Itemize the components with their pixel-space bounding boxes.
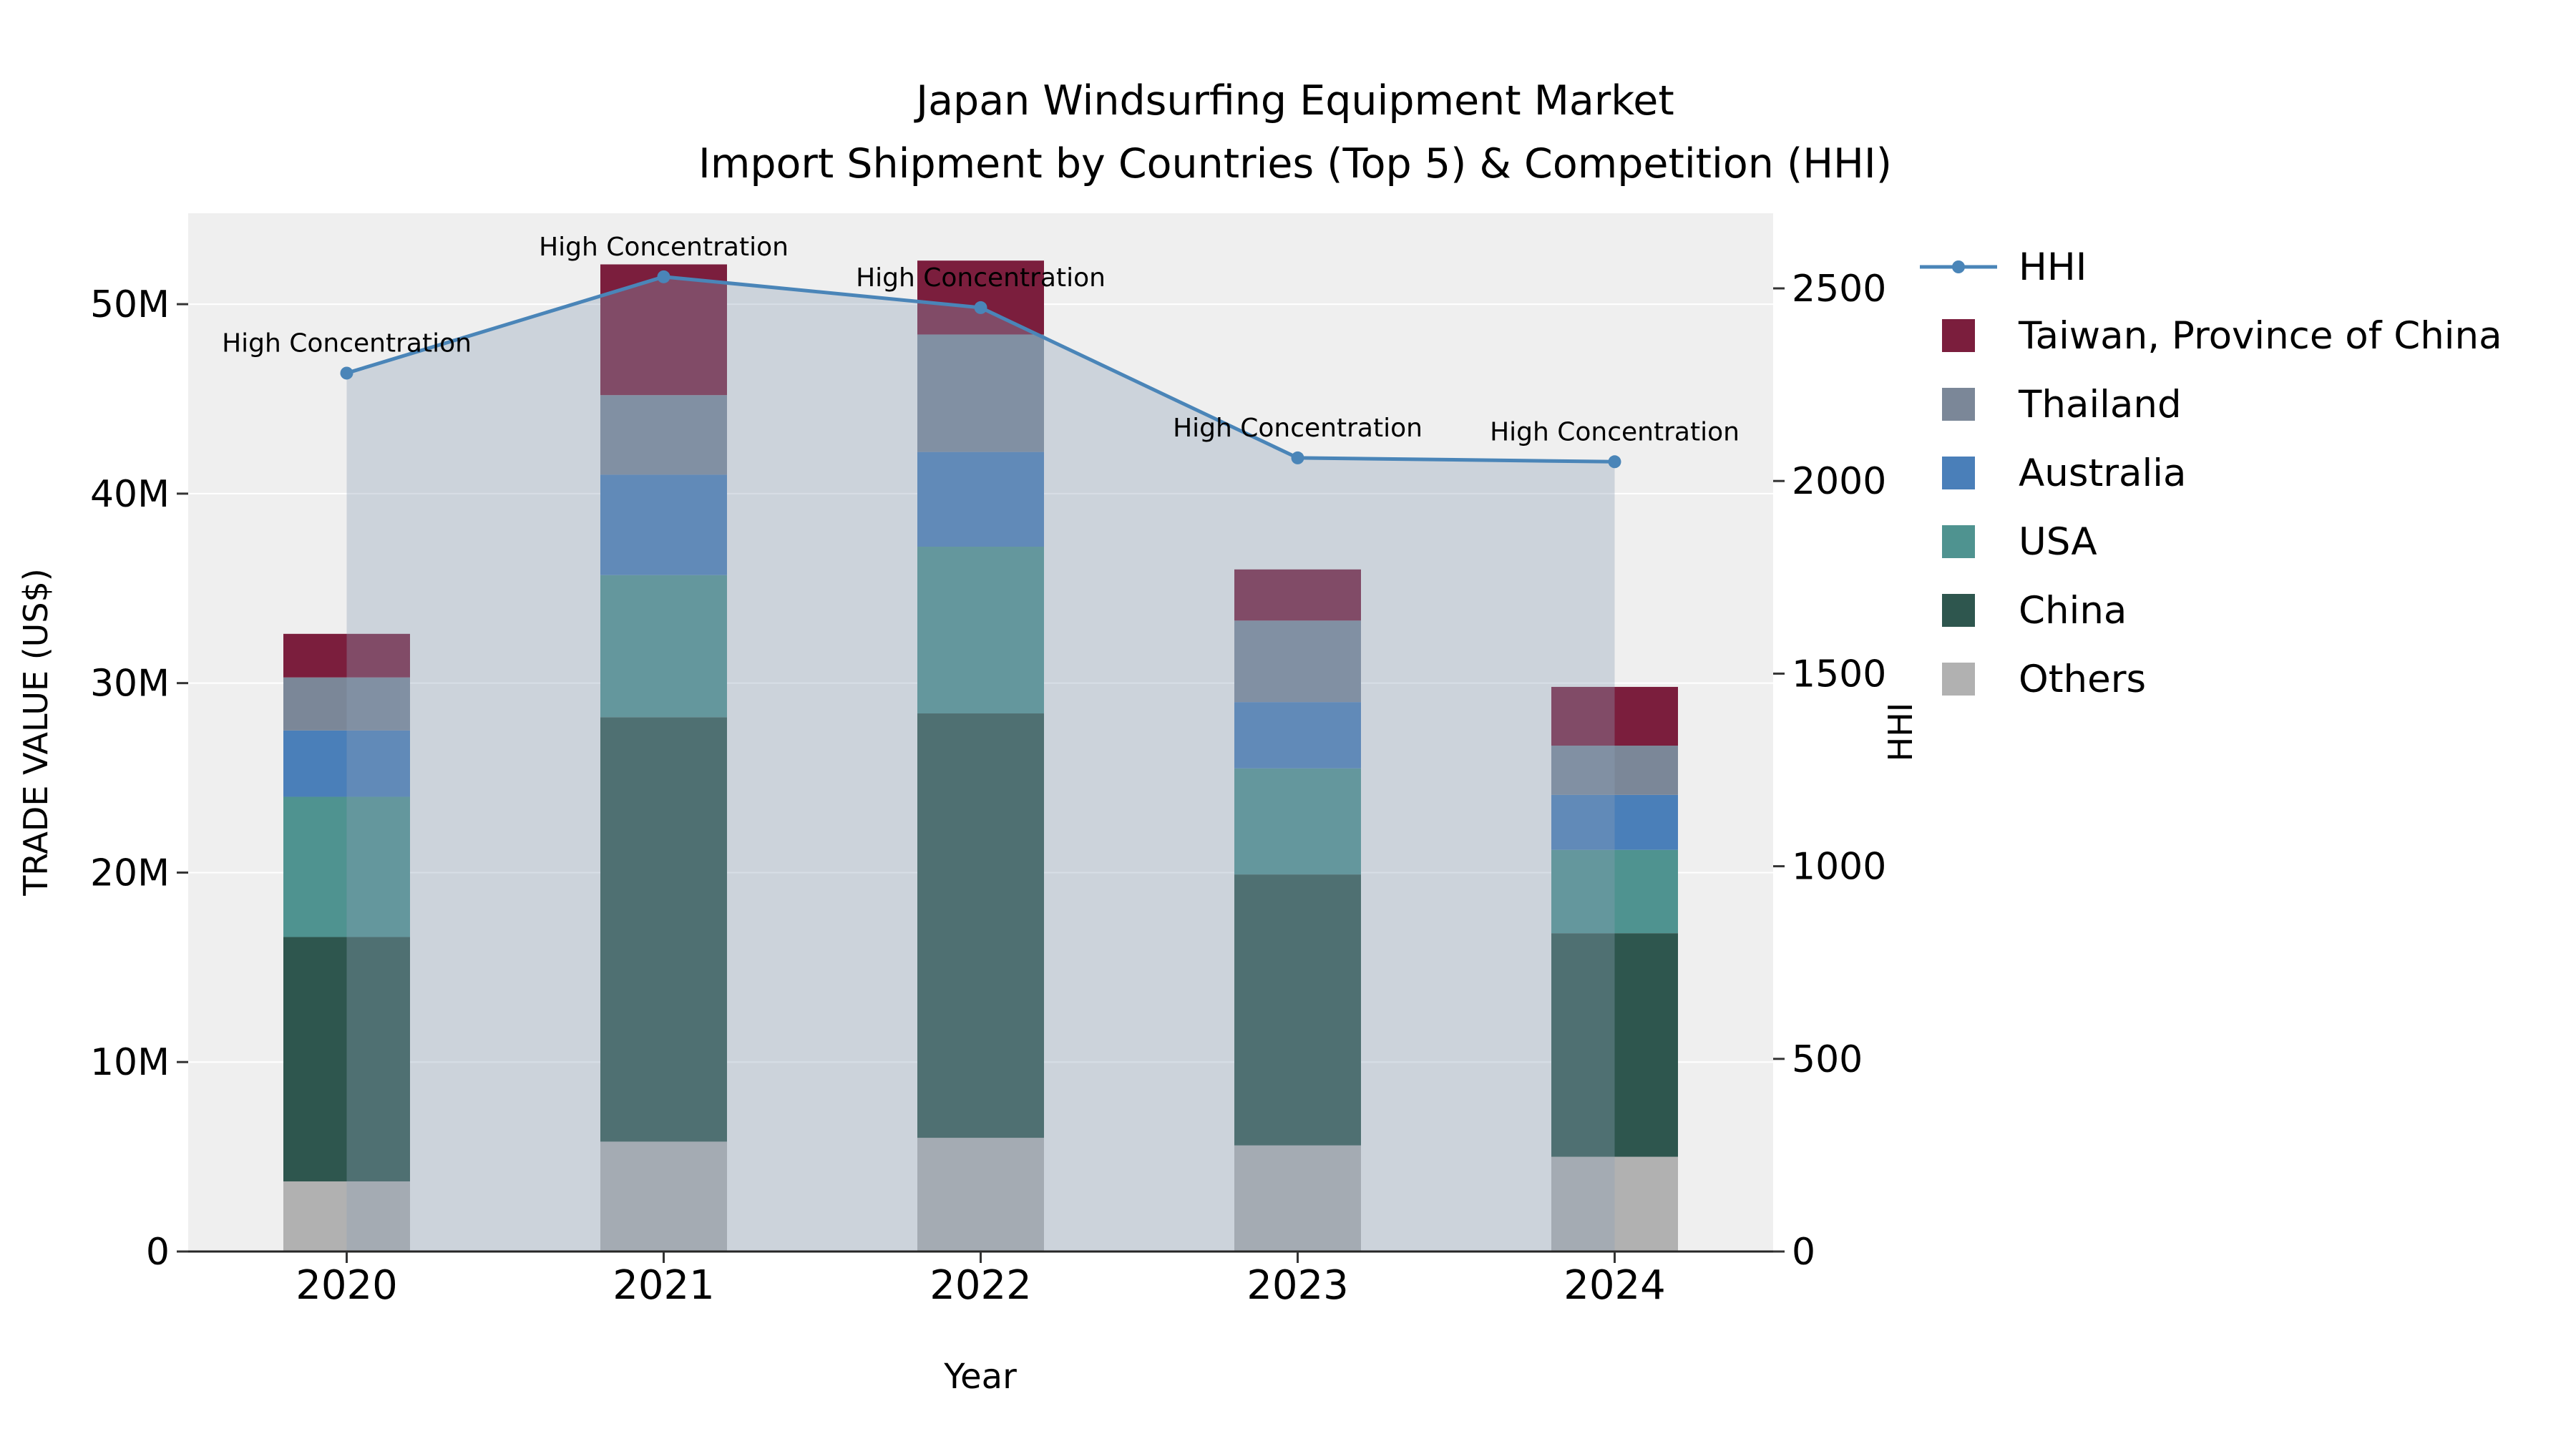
hhi-marker-2023: [1291, 451, 1304, 464]
hhi-marker-2024: [1608, 455, 1621, 469]
bar-segment-australia-2020: [283, 730, 410, 797]
bar-segment-usa-2022: [917, 547, 1044, 714]
x-tick-label-2020: 2020: [296, 1262, 398, 1309]
legend-item-australia: Australia: [1917, 439, 2502, 507]
legend-item-usa: USA: [1917, 507, 2502, 576]
x-axis-label: Year: [943, 1357, 1017, 1397]
legend-line-swatch: [1917, 258, 2000, 276]
hhi-marker-2022: [974, 301, 987, 314]
bar-segment-taiwan-province-of-china-2020: [283, 633, 410, 678]
y-left-axis-label: TRADE VALUE (US$): [16, 568, 55, 896]
y-left-tick-label: 0: [146, 1231, 170, 1274]
bar-segment-taiwan-province-of-china-2024: [1551, 686, 1678, 746]
chart-title-line1: Japan Windsurfing Equipment Market: [914, 77, 1674, 125]
legend-color-swatch: [1917, 594, 2000, 627]
y-left-tick-label: 20M: [90, 852, 170, 894]
legend-color-swatch: [1917, 457, 2000, 489]
bar-segment-china-2023: [1234, 874, 1361, 1146]
legend-item-hhi: HHI: [1917, 233, 2502, 301]
x-tick-label-2022: 2022: [930, 1262, 1032, 1309]
y-right-tick-label: 2000: [1792, 460, 1886, 503]
legend-label-thailand: Thailand: [2019, 382, 2182, 426]
bar-segment-taiwan-province-of-china-2022: [917, 260, 1044, 335]
annotation-2020: High Concentration: [222, 328, 472, 358]
bar-segment-china-2021: [600, 717, 727, 1142]
bar-segment-usa-2024: [1551, 849, 1678, 934]
y-right-axis-label: HHI: [1881, 703, 1920, 762]
y-right-tick-label: 2500: [1792, 268, 1886, 311]
legend-color-swatch-others: [1942, 663, 1975, 696]
annotation-2024: High Concentration: [1490, 417, 1740, 447]
bar-segment-thailand-2021: [600, 395, 727, 475]
bar-segment-usa-2020: [283, 796, 410, 937]
bar-segment-others-2023: [1234, 1145, 1361, 1252]
legend-color-swatch: [1917, 525, 2000, 558]
y-left-tick-label: 30M: [90, 663, 170, 706]
hhi-marker-2021: [657, 270, 670, 283]
legend-color-swatch-usa: [1942, 525, 1975, 558]
bar-segment-others-2024: [1551, 1156, 1678, 1252]
legend-label-taiwan-province-of-china: Taiwan, Province of China: [2019, 313, 2502, 358]
bar-segment-australia-2021: [600, 474, 727, 575]
legend-color-swatch: [1917, 663, 2000, 696]
y-left-tick-label: 10M: [90, 1041, 170, 1084]
legend-color-swatch: [1917, 388, 2000, 421]
bar-segment-thailand-2020: [283, 677, 410, 731]
bar-segment-thailand-2022: [917, 334, 1044, 452]
bar-segment-taiwan-province-of-china-2023: [1234, 569, 1361, 621]
bar-segment-thailand-2024: [1551, 746, 1678, 795]
chart-title-line2: Import Shipment by Countries (Top 5) & C…: [698, 140, 1892, 187]
annotation-2023: High Concentration: [1173, 414, 1423, 443]
bar-segment-others-2022: [917, 1138, 1044, 1252]
y-right-tick-label: 1500: [1792, 653, 1886, 696]
y-left-tick-label: 40M: [90, 473, 170, 516]
legend-item-taiwan-province-of-china: Taiwan, Province of China: [1917, 301, 2502, 370]
bar-segment-usa-2023: [1234, 768, 1361, 875]
y-left-tick-label: 50M: [90, 283, 170, 326]
legend-label-australia: Australia: [2019, 451, 2187, 495]
legend-color-swatch: [1917, 319, 2000, 352]
bar-segment-australia-2022: [917, 452, 1044, 547]
hhi-marker-2020: [340, 366, 353, 380]
bar-segment-others-2020: [283, 1181, 410, 1252]
y-right-tick-label: 500: [1792, 1038, 1863, 1081]
hhi-area-fill: [346, 276, 1615, 1252]
bar-segment-china-2024: [1551, 933, 1678, 1157]
legend-item-others: Others: [1917, 645, 2502, 713]
annotation-2022: High Concentration: [856, 263, 1106, 293]
annotation-2021: High Concentration: [539, 233, 789, 262]
x-tick-label-2024: 2024: [1563, 1262, 1666, 1309]
legend-item-china: China: [1917, 576, 2502, 645]
bar-segment-usa-2021: [600, 575, 727, 718]
bar-segment-australia-2024: [1551, 794, 1678, 850]
bar-segment-australia-2023: [1234, 702, 1361, 769]
bar-segment-china-2022: [917, 713, 1044, 1138]
plot-layer: High Concentration High Concentration High…: [90, 213, 1886, 1309]
bar-segment-thailand-2023: [1234, 620, 1361, 703]
y-right-tick-label: 1000: [1792, 846, 1886, 889]
legend: HHI Taiwan, Province of China Thailand Aust…: [1917, 233, 2502, 713]
legend-label-hhi: HHI: [2019, 245, 2087, 289]
legend-color-swatch-australia: [1942, 457, 1975, 489]
bar-segment-china-2020: [283, 937, 410, 1182]
legend-label-china: China: [2019, 588, 2127, 633]
legend-label-others: Others: [2019, 657, 2147, 701]
legend-color-swatch-china: [1942, 594, 1975, 627]
x-tick-label-2023: 2023: [1246, 1262, 1349, 1309]
legend-color-swatch-thailand: [1942, 388, 1975, 421]
x-tick-label-2021: 2021: [613, 1262, 715, 1309]
bar-segment-taiwan-province-of-china-2021: [600, 264, 727, 396]
bar-segment-others-2021: [600, 1141, 727, 1252]
y-right-tick-label: 0: [1792, 1231, 1815, 1274]
legend-item-thailand: Thailand: [1917, 370, 2502, 439]
legend-color-swatch-taiwan-province-of-china: [1942, 319, 1975, 352]
legend-label-usa: USA: [2019, 519, 2097, 564]
